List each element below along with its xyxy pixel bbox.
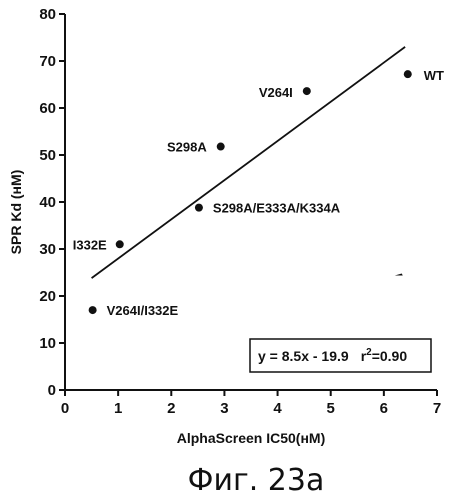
fit-line-group	[92, 47, 406, 278]
data-point	[89, 306, 97, 314]
equation-text: y = 8.5x - 19.9r2=0.90	[258, 347, 407, 364]
fit-line	[92, 47, 406, 278]
x-axis-title: AlphaScreen IC50(нМ)	[177, 430, 326, 446]
point-label: V264I	[259, 85, 293, 100]
y-tick-label: 50	[39, 147, 56, 164]
point-label: S298A	[167, 140, 207, 155]
x-tick-label: 7	[433, 400, 441, 417]
x-axis: 0 1 2 3 4 5 6 7	[61, 390, 441, 417]
y-tick-label: 40	[39, 194, 56, 211]
point-label: S298A/E333A/K334A	[213, 201, 341, 216]
x-tick-label: 1	[114, 400, 122, 417]
stray-mark-group	[395, 273, 403, 275]
r2-value: =0.90	[372, 348, 408, 364]
y-tick-label: 30	[39, 241, 56, 258]
equation-formula: y = 8.5x - 19.9	[258, 348, 349, 364]
point-label: V264I/I332E	[107, 303, 179, 318]
data-point	[303, 87, 311, 95]
x-tick-label: 4	[273, 400, 282, 417]
data-point	[195, 204, 203, 212]
y-axis: 0 10 20 30 40 50 60 70 80	[39, 6, 65, 399]
y-tick-label: 70	[39, 53, 56, 70]
point-label: I332E	[73, 237, 107, 252]
data-point	[217, 143, 225, 151]
x-tick-label: 5	[327, 400, 335, 417]
y-tick-label: 80	[39, 6, 56, 23]
data-point	[116, 240, 124, 248]
figure-caption: Фиг. 23а	[188, 463, 325, 498]
y-tick-label: 10	[39, 335, 56, 352]
y-tick-label: 60	[39, 100, 56, 117]
data-point	[404, 70, 412, 78]
x-tick-label: 0	[61, 400, 69, 417]
stray-mark	[395, 273, 403, 275]
y-tick-label: 0	[48, 382, 56, 399]
y-axis-title: SPR Kd (нМ)	[8, 170, 24, 255]
x-tick-label: 2	[167, 400, 175, 417]
y-tick-label: 20	[39, 288, 56, 305]
x-tick-label: 3	[220, 400, 228, 417]
point-label: WT	[424, 68, 444, 83]
x-tick-label: 6	[380, 400, 388, 417]
data-points: WT V264I S298A S298A/E333A/K334A I332E V264I/…	[73, 68, 444, 318]
